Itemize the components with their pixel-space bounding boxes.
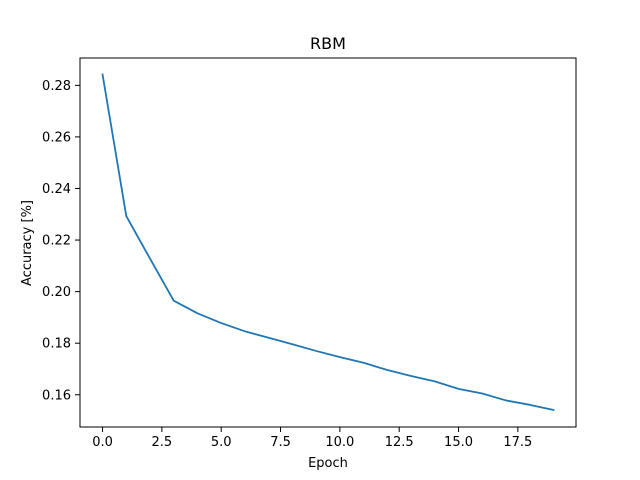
y-tick-label: 0.16 [42, 388, 71, 403]
y-tick-label: 0.24 [42, 182, 71, 197]
x-tick-label: 2.5 [152, 435, 173, 450]
series-line-0 [101, 73, 555, 412]
x-tick-label: 0.0 [92, 435, 113, 450]
chart-title: RBM [310, 34, 346, 53]
y-tick-label: 0.20 [42, 285, 71, 300]
y-tick-label: 0.18 [42, 337, 71, 352]
x-tick-label: 12.5 [385, 435, 414, 450]
plot-frame [79, 57, 577, 428]
x-axis-label: Epoch [308, 456, 348, 471]
y-tick-label: 0.28 [42, 79, 71, 94]
y-tick-label: 0.26 [42, 130, 71, 145]
x-tick-label: 10.0 [325, 435, 354, 450]
y-tick-label: 0.22 [42, 234, 71, 249]
plot-area: 0.0 2.5 5.0 7.5 10.0 12.5 15.0 17.5 0.16 0.18 0.20… [42, 57, 577, 450]
y-axis-label: Accuracy [%] [20, 200, 35, 286]
x-tick-label: 15.0 [444, 435, 473, 450]
x-tick-label: 5.0 [211, 435, 232, 450]
x-tick-label: 17.5 [503, 435, 532, 450]
x-tick-label: 7.5 [270, 435, 291, 450]
